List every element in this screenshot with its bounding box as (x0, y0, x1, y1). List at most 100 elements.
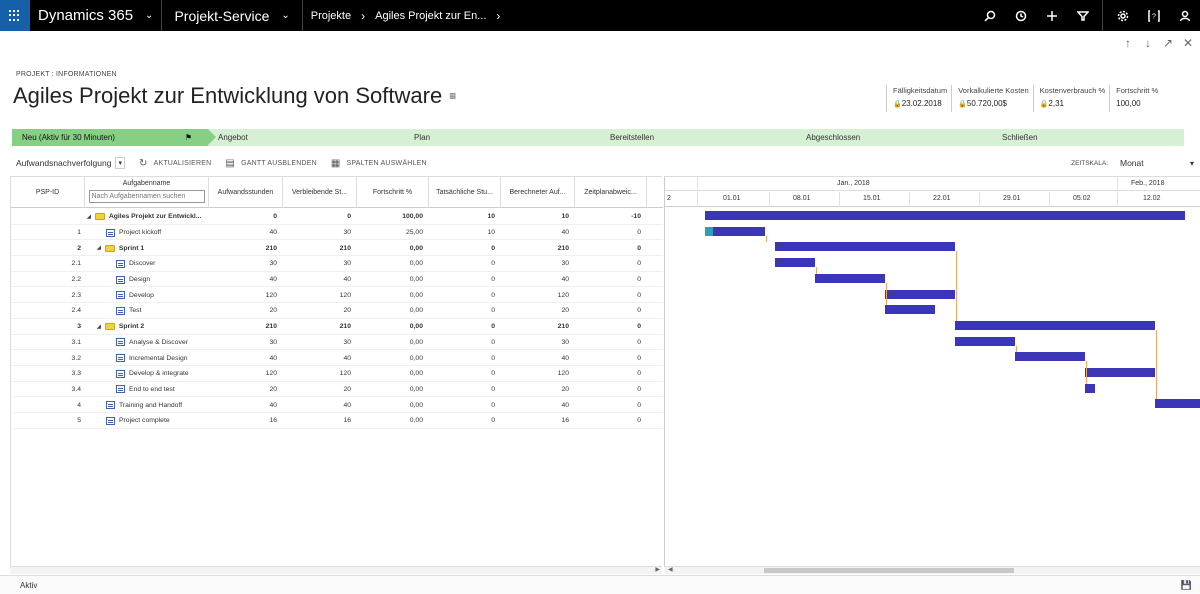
table-row[interactable]: 2.2 Design 40 40 0,00 0 40 0 (11, 272, 663, 288)
app-switcher[interactable]: Dynamics 365 ⌄ (30, 0, 161, 31)
table-row[interactable]: 2.3 Develop 120 120 0,00 0 120 0 (11, 287, 663, 304)
cell-task-name[interactable]: ◢ Agiles Projekt zur Entwickl... (85, 209, 209, 225)
cell-task-name[interactable]: Project kickoff (85, 225, 209, 241)
stage-completed[interactable]: Abgeschlossen (796, 129, 1000, 146)
cell-task-name[interactable]: Test (85, 303, 209, 319)
collapse-toggle-icon[interactable]: ◢ (97, 323, 101, 330)
cell-task-name[interactable]: Discover (85, 256, 209, 272)
popout-icon[interactable]: ↗ (1162, 36, 1174, 50)
gantt-task-bar[interactable] (885, 289, 955, 299)
column-header-remaining[interactable]: Verbleibende St... (283, 177, 357, 208)
breadcrumb-current-record[interactable]: Agiles Projekt zur En... (375, 9, 487, 22)
stage-close[interactable]: Schließen (992, 129, 1184, 146)
up-arrow-icon[interactable]: ↑ (1125, 36, 1131, 50)
collapse-toggle-icon[interactable]: ◢ (97, 245, 101, 252)
gantt-task-bar[interactable] (705, 211, 1185, 220)
gantt-horizontal-scrollbar[interactable]: ◀ (664, 566, 1200, 574)
gantt-dependency-link (816, 267, 817, 274)
column-header-actual[interactable]: Tatsächliche Stu... (429, 177, 501, 208)
task-name-text: Sprint 2 (118, 323, 145, 331)
table-row[interactable]: ◢ Agiles Projekt zur Entwickl... 0 0 100,00 1… (11, 209, 663, 225)
gantt-task-bar[interactable] (885, 305, 935, 315)
gantt-task-bar[interactable] (775, 258, 815, 268)
cell-task-name[interactable]: ◢ Sprint 2 (85, 319, 209, 335)
table-row[interactable]: 2 ◢ Sprint 1 210 210 0,00 0 210 0 (11, 240, 663, 257)
cell-task-name[interactable]: End to end test (85, 382, 209, 398)
column-header-wbs-id[interactable]: PSP-ID (11, 177, 85, 208)
column-header-effort[interactable]: Aufwandsstunden (209, 177, 283, 208)
scrollbar-thumb[interactable] (764, 568, 1014, 573)
stage-quote[interactable]: Angebot (208, 129, 412, 146)
view-selector[interactable]: Aufwandsnachverfolgung ▾ (12, 157, 125, 169)
hide-gantt-button[interactable]: ▤ GANTT AUSBLENDEN (225, 158, 316, 169)
refresh-button[interactable]: ↻ AKTUALISIEREN (139, 158, 211, 169)
chevron-down-icon[interactable]: ▾ (1189, 158, 1194, 168)
save-icon[interactable]: 💾 (1180, 580, 1192, 590)
gantt-task-bar[interactable] (705, 226, 765, 236)
stage-new[interactable]: Neu (Aktiv für 30 Minuten) ⚑ (12, 129, 216, 146)
table-row[interactable]: 3.2 Incremental Design 40 40 0,00 0 40 0 (11, 350, 663, 366)
chevron-down-icon[interactable]: ▾ (115, 157, 125, 169)
form-label[interactable]: PROJEKT : INFORMATIONEN (16, 71, 117, 78)
gantt-task-bar[interactable] (775, 242, 955, 252)
module-switcher[interactable]: Projekt-Service ⌄ (162, 0, 301, 31)
breadcrumb-projects[interactable]: Projekte (310, 9, 352, 22)
cell-task-name[interactable]: Analyse & Discover (85, 335, 209, 351)
cell-task-name[interactable]: Project complete (85, 413, 209, 429)
gantt-task-bar[interactable] (1015, 352, 1085, 362)
collapse-toggle-icon[interactable]: ◢ (87, 213, 91, 220)
table-row[interactable]: 2.4 Test 20 20 0,00 0 20 0 (11, 303, 663, 319)
column-header-variance[interactable]: Zeitplanabweic... (575, 177, 647, 208)
cell-variance: 0 (637, 417, 641, 425)
gantt-task-bar[interactable] (1155, 399, 1200, 409)
close-icon[interactable]: ✕ (1182, 36, 1194, 50)
grid-horizontal-scrollbar[interactable]: ▶ (10, 566, 662, 574)
stage-deliver[interactable]: Bereitstellen (600, 129, 804, 146)
table-row[interactable]: 4 Training and Handoff 40 40 0,00 0 40 0 (11, 397, 663, 413)
more-options-icon[interactable]: ≡ (449, 89, 457, 103)
cell-effort: 0 (273, 213, 277, 221)
table-row[interactable]: 2.1 Discover 30 30 0,00 0 30 0 (11, 256, 663, 272)
scroll-right-icon[interactable]: ▶ (655, 567, 660, 573)
gantt-task-bar[interactable] (955, 336, 1015, 346)
table-row[interactable]: 3.1 Analyse & Discover 30 30 0,00 0 30 0 (11, 335, 663, 351)
cell-actual: 0 (491, 370, 495, 378)
column-header-progress[interactable]: Fortschritt % (357, 177, 429, 208)
gantt-task-bar[interactable] (1085, 368, 1155, 377)
cell-wbs-id: 3.3 (71, 370, 81, 378)
cell-remaining: 210 (339, 323, 351, 331)
gantt-task-bar[interactable] (815, 273, 885, 283)
column-header-calculated[interactable]: Berechneter Auf... (501, 177, 575, 208)
scroll-left-icon[interactable]: ◀ (668, 567, 673, 573)
add-icon[interactable] (1036, 0, 1067, 31)
filter-icon[interactable] (1067, 0, 1098, 31)
task-name-search-input[interactable]: Nach Aufgabennamen suchen (88, 190, 205, 203)
select-columns-button[interactable]: ▦ SPALTEN AUSWÄHLEN (331, 158, 427, 169)
cell-progress: 0,00 (409, 276, 423, 284)
down-arrow-icon[interactable]: ↓ (1145, 36, 1151, 50)
table-row[interactable]: 3.4 End to end test 20 20 0,00 0 20 0 (11, 382, 663, 398)
cell-task-name[interactable]: Incremental Design (85, 350, 209, 366)
user-icon[interactable] (1169, 0, 1200, 31)
app-launcher-button[interactable] (0, 0, 30, 31)
cell-task-name[interactable]: ◢ Sprint 1 (85, 240, 209, 256)
stage-plan[interactable]: Plan (404, 129, 608, 146)
gantt-task-bar[interactable] (955, 320, 1155, 330)
table-row[interactable]: 3.3 Develop & integrate 120 120 0,00 0 120 0 (11, 366, 663, 382)
history-icon[interactable] (1005, 0, 1036, 31)
search-icon[interactable] (974, 0, 1005, 31)
gantt-task-bar[interactable] (1085, 383, 1095, 393)
table-row[interactable]: 5 Project complete 16 16 0,00 0 16 0 (11, 413, 663, 429)
table-row[interactable]: 3 ◢ Sprint 2 210 210 0,00 0 210 0 (11, 319, 663, 335)
cell-task-name[interactable]: Design (85, 272, 209, 288)
cell-task-name[interactable]: Develop (85, 287, 209, 303)
breadcrumb-expand-icon[interactable]: › (496, 8, 501, 23)
settings-icon[interactable] (1107, 0, 1138, 31)
timescale-dropdown[interactable]: Monat (1119, 158, 1144, 168)
cell-wbs-id: 3.1 (71, 338, 81, 346)
column-header-task-name[interactable]: Aufgabenname Nach Aufgabennamen suchen (85, 177, 209, 208)
table-row[interactable]: 1 Project kickoff 40 30 25,00 10 40 0 (11, 225, 663, 241)
cell-task-name[interactable]: Training and Handoff (85, 397, 209, 413)
help-icon[interactable]: ? (1138, 0, 1169, 31)
cell-task-name[interactable]: Develop & integrate (85, 366, 209, 382)
